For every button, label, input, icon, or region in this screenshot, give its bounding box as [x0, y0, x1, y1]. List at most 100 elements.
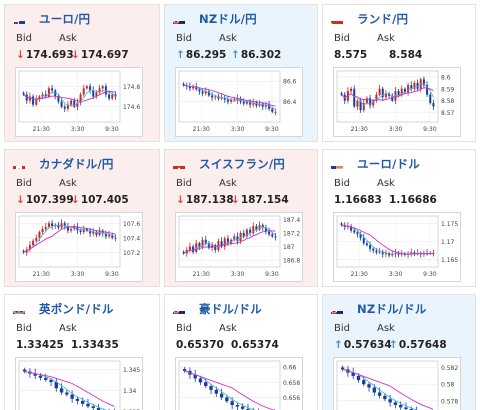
rate-card-chf-jpy[interactable]: スイスフラン/円 Bid Ask ↓187.138 ↓187.154 187.4 187.2… [164, 149, 318, 287]
chart-container[interactable]: 1.175 1.17 1.165 21:30 3:30 9:30 [333, 212, 461, 282]
bid-price: 0.57634 [343, 339, 392, 351]
chart-container[interactable]: 86.6 86.4 21:30 3:30 9:30 [175, 67, 303, 137]
chart-container[interactable]: 8.6 8.59 8.58 8.57 21:30 3:30 9:30 [333, 67, 461, 137]
candle-body [230, 99, 233, 102]
plot-frame [18, 360, 121, 410]
x-tick-label: 21:30 [33, 271, 50, 278]
chart-container[interactable]: 174.8 174.6 21:30 3:30 9:30 [15, 67, 143, 137]
currency-pair-link[interactable]: NZドル/ドル [357, 302, 427, 316]
candlestick-chart: 1.345 1.34 1.335 [18, 360, 140, 410]
candle-body [82, 229, 85, 233]
candle-body [226, 238, 229, 244]
candle-body [261, 224, 264, 228]
ask-label: Ask [59, 33, 77, 44]
currency-pair-link[interactable]: 英ポンド/ドル [39, 302, 114, 316]
rate-card-gbp-usd[interactable]: 英ポンド/ドル Bid Ask 1.33425 1.33435 1.345 1.34 1.33… [4, 294, 160, 410]
candle-body [207, 243, 210, 248]
candlestick-chart: 86.6 86.4 21:30 3:30 9:30 [178, 70, 297, 133]
candle-body [271, 108, 274, 112]
card-title: ランド/円 [331, 12, 408, 26]
bid-label: Bid [176, 178, 192, 189]
candle-body [346, 226, 349, 228]
candle-body [54, 382, 58, 389]
chart-container[interactable]: 187.4 187.2 187 186.8 21:30 3:30 9:30 [175, 212, 303, 282]
currency-pair-link[interactable]: スイスフラン/円 [199, 157, 285, 171]
currency-pair-link[interactable]: 豪ドル/ドル [199, 302, 262, 316]
candle-body [111, 94, 114, 99]
candle-body [236, 236, 239, 242]
bid-label: Bid [334, 178, 350, 189]
candle-body [59, 388, 64, 393]
rate-card-eur-usd[interactable]: ユーロ/ドル Bid Ask 1.16683 1.16686 1.175 1.17 1.165… [322, 149, 476, 287]
long-moving-average-line [24, 371, 115, 407]
ask-price: 8.584 [389, 49, 423, 61]
y-tick-label: 1.165 [441, 257, 458, 264]
candle-body [28, 245, 31, 250]
ask-value: 1.16686 [389, 194, 437, 206]
y-tick-label: 0.58 [441, 382, 455, 389]
y-tick-label: 0.578 [441, 398, 458, 405]
candle-body [223, 97, 226, 100]
short-moving-average-line [183, 84, 276, 110]
y-tick-label: 86.6 [283, 79, 297, 86]
ask-value: ↓187.154 [231, 194, 289, 206]
bid-value: ↓107.399 [16, 194, 74, 206]
bid-label: Bid [176, 323, 192, 334]
candle-body [54, 90, 57, 97]
rate-card-nzd-usd[interactable]: NZドル/ドル Bid Ask ↑0.57634 ↑0.57648 0.582 0.58 0.… [322, 294, 476, 410]
candle-body [381, 251, 384, 255]
candle-body [236, 98, 239, 101]
candle-body [214, 245, 217, 250]
bid-price: 8.575 [334, 49, 368, 61]
currency-pair-link[interactable]: カナダドル/円 [39, 157, 114, 171]
y-tick-label: 186.8 [283, 258, 300, 265]
rate-card-eur-jpy[interactable]: ユーロ/円 Bid Ask ↓174.693 ↓174.697 174.8 174.6 21:… [4, 4, 160, 142]
candle-body [209, 386, 213, 390]
x-tick-label: 3:30 [389, 271, 403, 278]
candle-body [75, 398, 80, 401]
candle-body [372, 248, 375, 251]
rate-card-cad-jpy[interactable]: カナダドル/円 Bid Ask ↓107.399 ↓107.405 107.6 107.4 1… [4, 149, 160, 287]
currency-pair-link[interactable]: ユーロ/ドル [357, 157, 420, 171]
y-tick-label: 1.17 [441, 239, 455, 246]
candle-body [188, 86, 191, 89]
currency-pair-link[interactable]: NZドル/円 [199, 12, 257, 26]
x-tick-label: 21:30 [193, 126, 210, 133]
long-moving-average-line [23, 91, 116, 102]
candle-body [47, 223, 50, 227]
chart-container[interactable]: 107.6 107.4 107.2 21:30 3:30 9:30 [15, 212, 143, 282]
ask-label: Ask [219, 33, 237, 44]
candle-body [217, 96, 220, 99]
y-tick-label: 8.57 [441, 110, 455, 117]
short-moving-average-line [23, 89, 116, 106]
candle-body [89, 86, 92, 91]
candle-body [235, 405, 240, 407]
currency-pair-link[interactable]: ユーロ/円 [39, 12, 91, 26]
candle-body [419, 79, 422, 89]
bid-label: Bid [176, 33, 192, 44]
candle-body [22, 92, 25, 95]
candle-body [350, 88, 353, 92]
candle-body [38, 232, 41, 238]
rate-card-zar-jpy[interactable]: ランド/円 Bid Ask 8.575 8.584 8.6 8.59 8.58 8.57 21:3… [322, 4, 476, 142]
currency-pair-link[interactable]: ランド/円 [357, 12, 409, 26]
candle-body [214, 96, 217, 98]
candle-body [369, 245, 372, 249]
rate-card-aud-usd[interactable]: 豪ドル/ドル Bid Ask 0.65370 0.65374 0.66 0.658 0.656… [164, 294, 318, 410]
candle-body [204, 382, 208, 387]
candle-body [66, 226, 69, 231]
rate-card-nzd-jpy[interactable]: NZドル/円 Bid Ask ↑86.295 ↑86.302 86.6 86.4 21:30 3… [164, 4, 318, 142]
bid-price: 86.295 [185, 49, 227, 61]
candle-body [95, 92, 98, 97]
candle-body [404, 407, 408, 410]
candle-body [219, 393, 224, 398]
candle-body [372, 387, 376, 393]
candle-body [367, 384, 371, 388]
ask-price: 107.405 [80, 194, 129, 206]
candle-body [356, 375, 361, 381]
candle-body [426, 85, 429, 95]
chart-container[interactable]: 1.345 1.34 1.335 [15, 357, 143, 410]
